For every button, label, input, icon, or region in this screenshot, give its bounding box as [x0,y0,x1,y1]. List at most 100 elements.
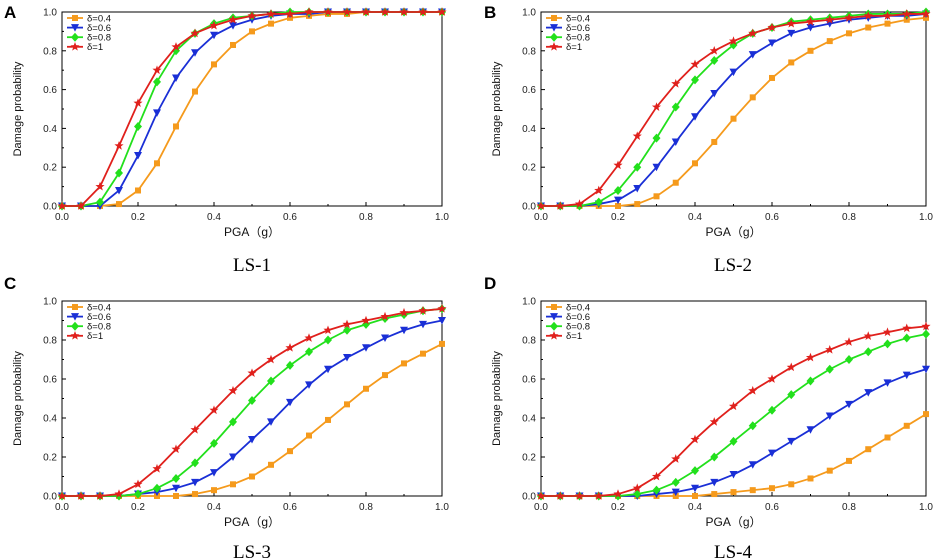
series-4 [536,321,931,500]
chart-panel-b: 0.0 0.2 0.4 0.6 0.8 1.0 0.0 0.2 0.4 0.6 0.8 1.0 PGA（… [484,3,933,276]
data-point [249,28,255,35]
data-point [190,28,200,38]
data-point [344,401,350,408]
data-point [191,49,199,57]
x-axis-label: PGA（g） [705,515,761,529]
data-point [437,304,447,313]
data-point [115,186,123,195]
data-point [381,334,389,343]
x-tick-label: 0.0 [534,502,548,513]
series-line [62,343,443,497]
data-point [884,20,891,27]
data-point [633,185,642,193]
data-point [613,489,623,498]
data-point [769,74,775,81]
legend-label: δ=1 [87,42,103,53]
data-point [230,41,236,48]
data-point [286,398,294,407]
data-point [134,121,142,131]
data-point [826,467,833,474]
data-point [652,485,661,495]
data-point [418,7,428,16]
data-point [902,323,912,333]
data-point [709,417,719,426]
data-point [363,385,369,392]
legend-label: δ=0.4 [566,302,590,313]
data-point [172,484,180,493]
y-tick-label: 0.2 [522,453,536,464]
x-tick-label: 1.0 [435,502,449,513]
data-point [114,489,124,498]
data-point [343,325,351,335]
series-line [62,319,443,497]
panel-letter: B [484,3,496,22]
x-tick-label: 0.6 [765,212,779,223]
data-point [134,152,142,160]
y-axis-label: Damage probability [12,61,24,156]
data-point [268,461,274,468]
legend-label: δ=1 [87,331,103,342]
data-point [305,381,313,389]
legend-marker [550,24,558,32]
data-point [883,379,892,387]
data-point [632,483,642,493]
x-tick-label: 0.4 [207,502,221,513]
data-point [361,315,371,325]
panel-letter: A [4,3,16,22]
y-tick-label: 0.6 [43,375,57,386]
data-point [865,446,872,453]
x-axis-label: PGA（g） [224,225,280,239]
data-point [362,344,370,352]
series-2 [58,317,446,500]
legend-marker [70,42,80,51]
data-point [114,141,124,150]
data-point [825,412,834,421]
y-tick-label: 0.8 [522,336,536,347]
y-tick-label: 1.0 [43,8,57,19]
data-point [211,61,217,68]
data-point [285,343,295,352]
y-tick-label: 0.8 [522,46,536,57]
x-tick-label: 0.8 [842,212,856,223]
data-point [748,385,758,395]
data-point [419,320,427,329]
data-point [690,434,700,444]
x-tick-label: 1.0 [919,502,933,513]
data-point [615,203,621,209]
y-tick-label: 0.4 [43,124,57,135]
data-point [844,13,854,22]
data-point [249,473,255,480]
data-point [711,138,718,145]
y-tick-label: 0.0 [43,492,57,503]
data-point [96,197,104,207]
legend-marker [549,42,559,51]
data-point [767,374,777,383]
y-tick-label: 0.2 [43,453,57,464]
data-point [786,18,796,28]
data-point [286,360,294,370]
data-point [133,479,143,489]
legend: δ=0.4δ=0.6δ=0.8δ=1 [546,13,590,53]
data-point [709,46,719,55]
chart-panel-d: 0.0 0.2 0.4 0.6 0.8 1.0 0.0 0.2 0.4 0.6 0.8 1.0 PGA（… [484,274,933,560]
data-point [768,405,776,415]
data-point [172,473,180,483]
data-point [266,9,276,18]
x-tick-label: 0.2 [611,212,625,223]
data-point [153,109,161,117]
series-2 [58,8,446,210]
data-point [671,477,680,487]
y-tick-label: 1.0 [522,8,536,19]
data-point [634,201,641,208]
panel-caption: LS-1 [233,255,271,276]
data-point [671,454,681,463]
data-point [342,319,352,329]
data-point [807,47,814,54]
data-point [304,333,314,342]
series-1 [59,340,445,499]
y-tick-label: 0.2 [43,163,57,174]
data-point [729,471,738,479]
data-point [594,491,604,500]
legend-label: δ=0.4 [566,13,590,24]
data-point [633,489,642,499]
